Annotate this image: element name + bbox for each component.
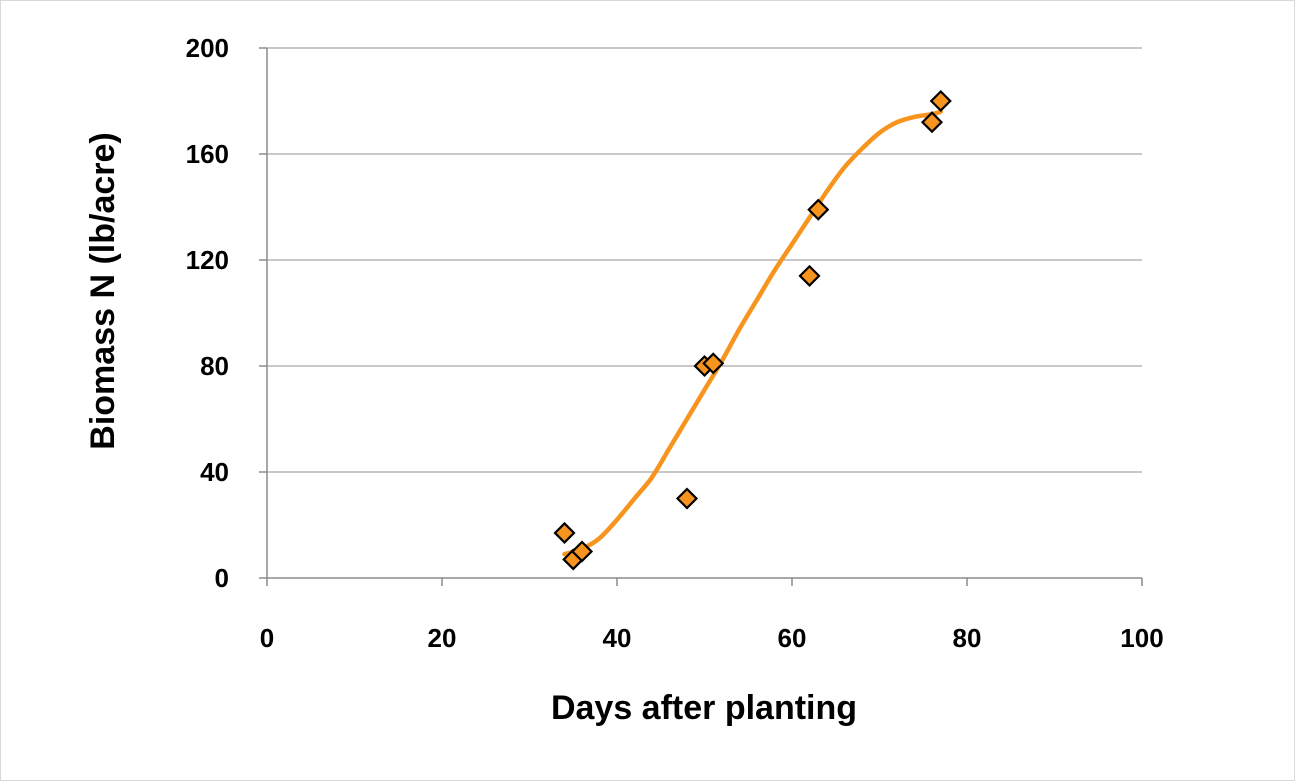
x-axis-title: Days after planting [551, 689, 857, 727]
axes [259, 47, 1143, 586]
x-tick-label-40: 40 [603, 623, 632, 653]
y-axis-title: Biomass N (lb/acre) [84, 132, 122, 449]
data-points [553, 89, 952, 571]
y-tick-label-0: 0 [215, 563, 229, 593]
x-tick-label-80: 80 [953, 623, 982, 653]
data-point-6 [798, 264, 821, 287]
x-tick-labels: 0 20 40 60 80 100 [260, 623, 1164, 653]
y-tick-label-200: 200 [186, 33, 229, 63]
x-tick-label-0: 0 [260, 623, 274, 653]
y-tick-label-40: 40 [200, 457, 229, 487]
trendline [562, 109, 943, 557]
data-point-9 [929, 89, 952, 113]
data-point-0 [553, 521, 576, 545]
trendline-group [562, 109, 943, 557]
data-point-7 [807, 198, 830, 221]
x-tick-label-60: 60 [778, 623, 807, 653]
data-point-3 [675, 487, 699, 510]
x-tick-label-100: 100 [1120, 623, 1163, 653]
y-tick-label-120: 120 [186, 245, 229, 275]
y-tick-label-160: 160 [186, 139, 229, 169]
data-point-5 [702, 352, 725, 375]
x-tick-label-20: 20 [428, 623, 457, 653]
data-point-2 [570, 540, 594, 563]
y-tick-label-80: 80 [200, 351, 229, 381]
data-point-8 [920, 111, 944, 134]
gridlines [267, 47, 1142, 473]
y-tick-labels: 0 40 80 120 160 200 [186, 33, 229, 593]
